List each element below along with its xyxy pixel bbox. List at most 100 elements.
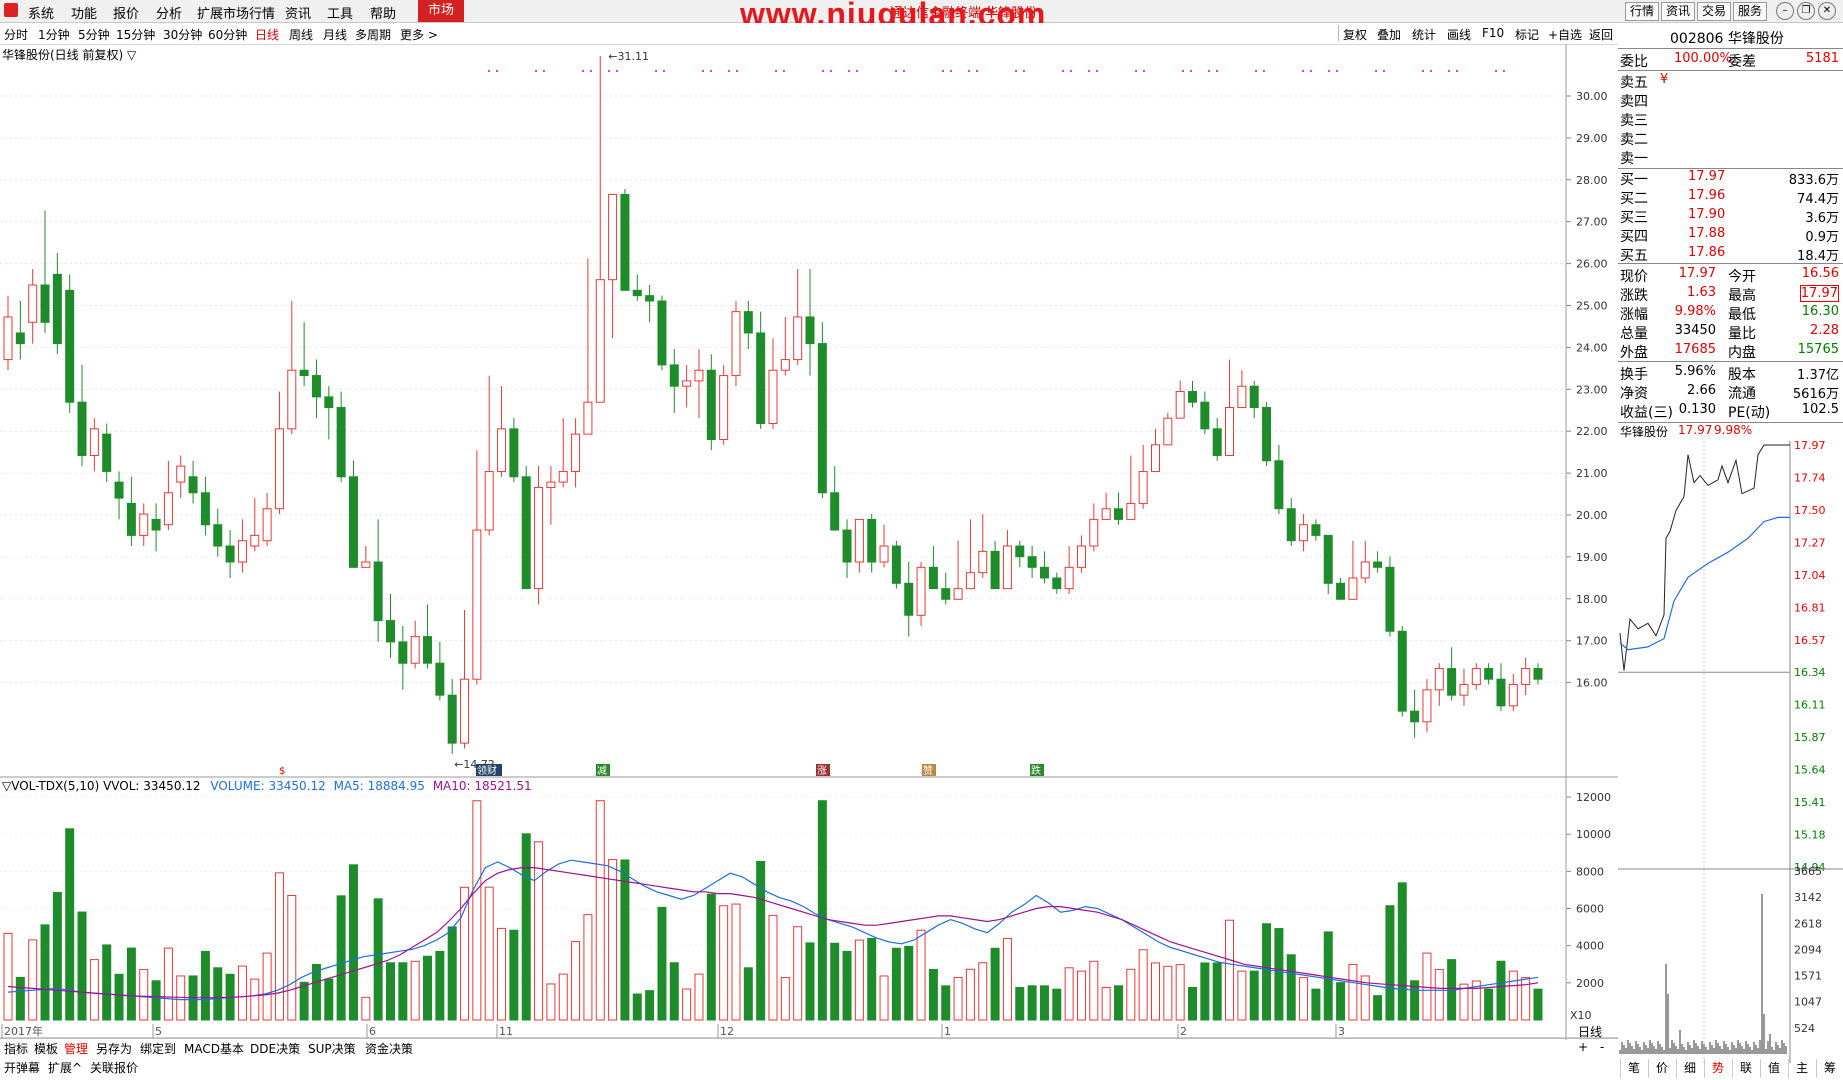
- app-logo-icon[interactable]: [4, 3, 18, 17]
- volume-bar: [1397, 882, 1407, 1021]
- period-60min[interactable]: 60分钟: [208, 28, 248, 42]
- volume-bar: [583, 914, 593, 1021]
- top-button-service[interactable]: 服务: [1733, 2, 1768, 21]
- menu-help[interactable]: 帮助: [370, 7, 397, 22]
- volume-bar: [1299, 977, 1309, 1021]
- volume-bar: [595, 800, 605, 1021]
- tool-fuquan[interactable]: 复权: [1343, 28, 1368, 42]
- signal-dot: [1062, 70, 1064, 72]
- volume-bar: [1225, 919, 1235, 1021]
- volume-bar: [3, 932, 13, 1021]
- tab-save-as[interactable]: 另存为: [96, 1042, 133, 1056]
- right-tab[interactable]: 细: [1676, 1059, 1703, 1078]
- volume-axis-label: 8000: [1576, 865, 1604, 878]
- period-weekly[interactable]: 周线: [289, 28, 314, 42]
- tab-fund[interactable]: 资金决策: [365, 1042, 414, 1056]
- minimize-icon[interactable]: –: [1776, 2, 1794, 20]
- period-timeshare[interactable]: 分时: [4, 28, 29, 42]
- tab-template[interactable]: 模板: [34, 1042, 59, 1056]
- volume-axis-label: 10000: [1576, 828, 1611, 841]
- candle-body: [1212, 428, 1222, 456]
- tool-add-watchlist[interactable]: +自选: [1548, 28, 1583, 42]
- right-tab[interactable]: 值: [1760, 1059, 1787, 1078]
- candle-body: [1385, 566, 1395, 632]
- volume-bar: [484, 886, 494, 1021]
- vol-volume: VOLUME: 33450.12: [210, 779, 326, 793]
- candle-body: [1348, 577, 1358, 600]
- signal-dot: [968, 70, 970, 72]
- signal-dot: [1448, 70, 1450, 72]
- tab-dde[interactable]: DDE决策: [250, 1042, 301, 1056]
- period-30min[interactable]: 30分钟: [163, 28, 203, 42]
- menu-news[interactable]: 资讯: [285, 7, 312, 22]
- price-axis-label: 18.00: [1576, 593, 1608, 606]
- period-daily[interactable]: 日线: [255, 28, 280, 42]
- top-button-quote[interactable]: 行情: [1625, 2, 1660, 21]
- right-tab[interactable]: 势: [1704, 1059, 1731, 1078]
- menu-function[interactable]: 功能: [71, 7, 98, 22]
- close-icon[interactable]: ✕: [1818, 2, 1836, 20]
- market-button[interactable]: 市场: [418, 0, 465, 22]
- candle-body: [250, 534, 260, 547]
- volume-bar: [521, 833, 531, 1021]
- right-tab[interactable]: 价: [1648, 1059, 1675, 1078]
- tool-mark[interactable]: 标记: [1515, 28, 1540, 42]
- menu-system[interactable]: 系统: [28, 7, 55, 22]
- menu-extended-market[interactable]: 扩展市场行情: [197, 7, 276, 22]
- candle-body: [497, 428, 507, 472]
- right-tab[interactable]: 笔: [1620, 1059, 1647, 1078]
- right-tab[interactable]: 主: [1788, 1059, 1815, 1078]
- period-5min[interactable]: 5分钟: [78, 28, 110, 42]
- intraday-mini-chart[interactable]: 17.97 17.74 17.50 17.27 17.04 16.81 16.57 16.34…: [1618, 441, 1843, 1063]
- candle-body: [1422, 689, 1432, 723]
- signal-dot: [582, 70, 584, 72]
- buy-level-price: 17.86: [1688, 245, 1726, 260]
- tab-sup[interactable]: SUP决策: [308, 1042, 356, 1056]
- tab-macd[interactable]: MACD基本: [184, 1042, 244, 1056]
- candle-body: [262, 508, 272, 542]
- volume-bar: [990, 947, 1000, 1021]
- tool-back[interactable]: 返回: [1589, 28, 1614, 42]
- tool-stats[interactable]: 统计: [1412, 28, 1437, 42]
- zoom-out-button[interactable]: -: [1600, 1040, 1605, 1054]
- top-button-news[interactable]: 资讯: [1661, 2, 1696, 21]
- mini-volume-axis-label: 2094: [1794, 943, 1822, 956]
- menu-quote[interactable]: 报价: [113, 7, 140, 22]
- signal-dot: [1495, 70, 1497, 72]
- right-tab[interactable]: 筹: [1816, 1059, 1843, 1078]
- kline-chart[interactable]: ←31.11←14.72$ 领财减涨赞跌 30.0029.0028.0027.00…: [0, 44, 1618, 1040]
- right-tab[interactable]: 联: [1732, 1059, 1759, 1078]
- tab-bind[interactable]: 绑定到: [140, 1042, 177, 1056]
- buy-level-price: 17.97: [1688, 169, 1726, 184]
- period-multi[interactable]: 多周期: [355, 28, 392, 42]
- tab-related-quote[interactable]: 关联报价: [90, 1061, 139, 1075]
- event-marker: [922, 764, 936, 776]
- tool-overlay[interactable]: 叠加: [1377, 28, 1402, 42]
- period-1min[interactable]: 1分钟: [38, 28, 70, 42]
- zoom-in-button[interactable]: +: [1578, 1040, 1589, 1054]
- tab-manage[interactable]: 管理: [64, 1042, 89, 1056]
- candle-body: [546, 481, 556, 488]
- restore-icon[interactable]: ❐: [1797, 2, 1815, 20]
- tab-danmu[interactable]: 开弹幕: [4, 1061, 41, 1075]
- tab-extend[interactable]: 扩展^: [48, 1061, 83, 1075]
- volume-bar: [756, 860, 766, 1021]
- period-monthly[interactable]: 月线: [323, 28, 348, 42]
- bottom-period-label[interactable]: 日线: [1578, 1025, 1603, 1039]
- vol-indicator-name[interactable]: ▽VOL-TDX(5,10): [2, 779, 100, 793]
- tab-indicator[interactable]: 指标: [4, 1042, 29, 1056]
- period-more[interactable]: 更多 >: [400, 28, 438, 42]
- signal-dot: [1135, 70, 1137, 72]
- volume-bar: [65, 828, 75, 1021]
- top-button-trade[interactable]: 交易: [1697, 2, 1732, 21]
- candle-body: [1175, 391, 1185, 419]
- tool-f10[interactable]: F10: [1482, 26, 1505, 40]
- menu-tools[interactable]: 工具: [327, 7, 354, 22]
- stat-label: 换手: [1620, 367, 1648, 383]
- tool-drawline[interactable]: 画线: [1447, 28, 1472, 42]
- menu-analysis[interactable]: 分析: [156, 7, 183, 22]
- signal-dot: [1383, 70, 1385, 72]
- signal-dot: [848, 70, 850, 72]
- period-15min[interactable]: 15分钟: [116, 28, 156, 42]
- candle-body: [176, 465, 186, 483]
